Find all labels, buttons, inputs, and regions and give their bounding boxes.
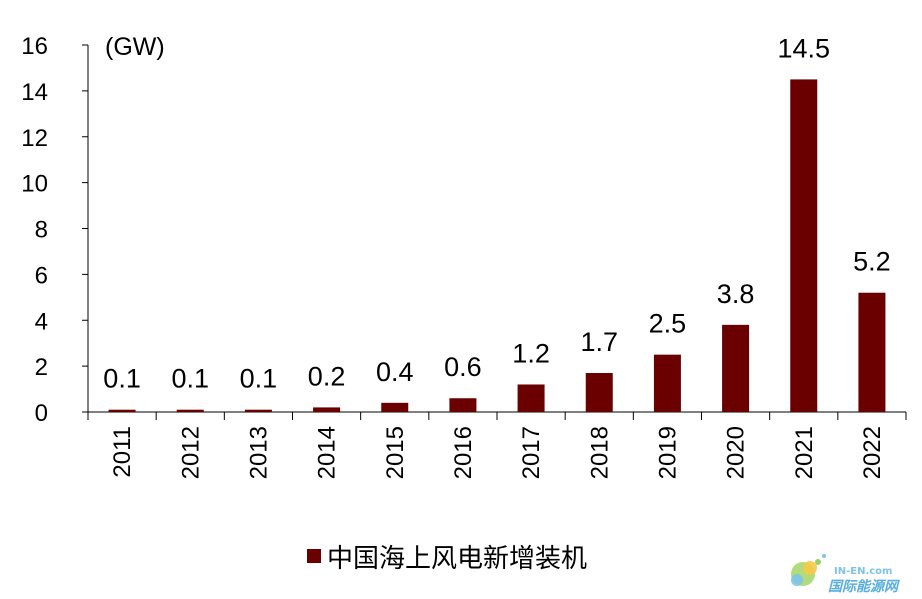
- data-label-2021: 14.5: [777, 33, 830, 63]
- watermark-text-en: IN-EN.com: [834, 566, 892, 577]
- data-label-2019: 2.5: [649, 309, 687, 339]
- x-tick-label-2012: 2012: [177, 426, 204, 479]
- data-label-2018: 1.7: [580, 327, 618, 357]
- data-label-2016: 0.6: [444, 352, 482, 382]
- bars: [108, 79, 886, 412]
- bar-2020: [722, 324, 750, 412]
- x-tick-label-2022: 2022: [859, 426, 886, 479]
- x-tick-label-2011: 2011: [109, 426, 136, 478]
- data-label-2015: 0.4: [376, 357, 414, 387]
- watermark-logo-icon: [791, 554, 826, 586]
- y-tick-label: 14: [21, 79, 48, 106]
- legend-swatch: [307, 549, 321, 563]
- data-label-2022: 5.2: [853, 247, 891, 277]
- y-tick-label: 2: [35, 354, 48, 381]
- legend: 中国海上风电新增装机: [307, 544, 587, 574]
- x-tick-label-2021: 2021: [791, 426, 818, 479]
- x-tick-label-2014: 2014: [314, 426, 341, 479]
- bar-2016: [449, 398, 477, 412]
- bar-2018: [585, 373, 613, 412]
- y-tick-label: 16: [21, 33, 48, 60]
- bar-2012: [176, 409, 204, 412]
- bar-2022: [858, 292, 886, 412]
- x-tick-label-2020: 2020: [723, 426, 750, 479]
- x-axis: 2011 2012 2013 2014 2015 2016 2017 2018 2019 2020…: [87, 411, 907, 479]
- data-label-2011: 0.1: [103, 364, 141, 394]
- bar-2021: [790, 79, 818, 412]
- legend-label: 中国海上风电新增装机: [327, 544, 587, 574]
- y-tick-label: 10: [21, 171, 48, 198]
- x-tick-label-2013: 2013: [245, 426, 272, 479]
- y-axis: 0 2 4 6 8 10 12 14 16: [21, 33, 89, 427]
- y-tick-label: 12: [21, 125, 48, 152]
- bar-2019: [653, 354, 681, 412]
- x-tick-label-2015: 2015: [382, 426, 409, 479]
- bar-2013: [244, 409, 272, 412]
- bar-2015: [381, 402, 409, 412]
- watermark: IN-EN.com 国际能源网: [791, 554, 900, 595]
- x-tick-label-2018: 2018: [586, 426, 613, 479]
- bar-2014: [313, 407, 341, 412]
- data-labels: 0.1 0.1 0.1 0.2 0.4 0.6 1.2 1.7 2.5 3.8 14.5 5.2: [103, 33, 890, 393]
- y-tick-label: 4: [35, 308, 48, 335]
- data-label-2017: 1.2: [512, 338, 550, 368]
- unit-label: (GW): [105, 33, 165, 61]
- x-tick-label-2019: 2019: [654, 426, 681, 479]
- y-tick-label: 6: [35, 262, 48, 289]
- y-tick-label: 0: [35, 400, 48, 427]
- data-label-2014: 0.2: [308, 361, 346, 391]
- data-label-2012: 0.1: [171, 364, 209, 394]
- x-tick-label-2016: 2016: [450, 426, 477, 479]
- x-tick-label-2017: 2017: [518, 426, 545, 479]
- data-label-2020: 3.8: [717, 279, 755, 309]
- data-label-2013: 0.1: [240, 364, 278, 394]
- y-tick-label: 8: [35, 217, 48, 244]
- bar-2011: [108, 409, 136, 412]
- watermark-text-cn: 国际能源网: [828, 578, 900, 595]
- bar-2017: [517, 384, 545, 412]
